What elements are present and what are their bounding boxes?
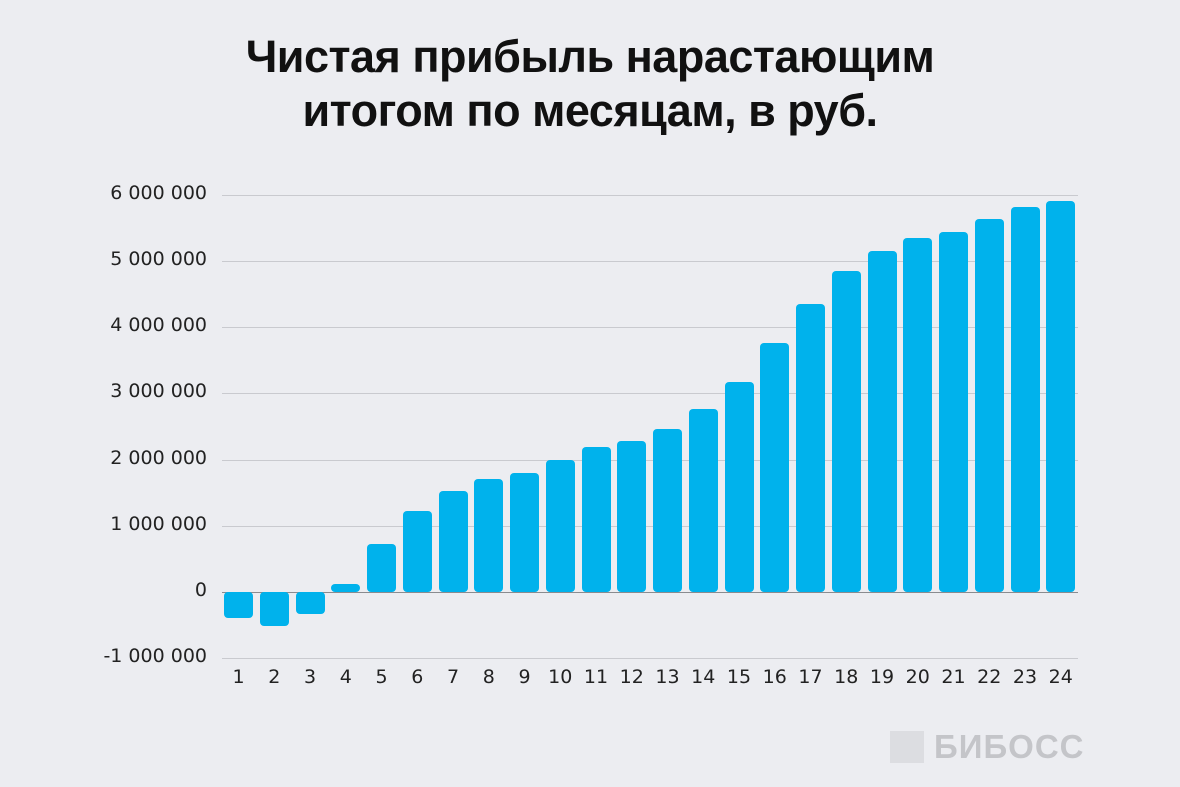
x-tick-label: 15 bbox=[726, 666, 752, 688]
bar-month-2 bbox=[259, 592, 289, 626]
x-tick-label: 10 bbox=[548, 666, 573, 688]
x-tick-label: 12 bbox=[619, 666, 644, 688]
y-tick-label: 4 000 000 bbox=[110, 314, 207, 336]
x-tick-label: 1 bbox=[232, 666, 245, 688]
x-tick-label: 11 bbox=[583, 666, 609, 688]
bar-month-1 bbox=[224, 592, 253, 618]
chart-title-line2: итогом по месяцам, в руб. bbox=[302, 85, 878, 136]
x-tick-label: 16 bbox=[762, 666, 787, 688]
bar-month-4 bbox=[331, 584, 361, 592]
y-tick-label: 0 bbox=[194, 579, 207, 601]
bar-month-13 bbox=[653, 429, 682, 592]
x-tick-label: 18 bbox=[834, 666, 859, 688]
bar-month-14 bbox=[688, 409, 718, 592]
gridline bbox=[222, 195, 1078, 196]
bar-month-11 bbox=[581, 447, 611, 592]
bar-month-17 bbox=[796, 304, 825, 592]
x-tick-label: 20 bbox=[905, 666, 930, 688]
zero-baseline bbox=[222, 592, 1078, 593]
x-tick-label: 7 bbox=[446, 666, 460, 688]
logo-square-icon bbox=[890, 731, 924, 763]
gridline bbox=[222, 261, 1078, 262]
bar-month-16 bbox=[760, 343, 790, 592]
bar-month-9 bbox=[510, 472, 539, 592]
bar-month-22 bbox=[974, 218, 1004, 592]
chart-title: Чистая прибыль нарастающим итогом по мес… bbox=[0, 30, 1180, 138]
bar-month-6 bbox=[402, 511, 432, 592]
chart-title-line1: Чистая прибыль нарастающим bbox=[245, 31, 935, 82]
gridline bbox=[222, 327, 1078, 328]
bar-month-21 bbox=[939, 231, 968, 592]
bar-month-24 bbox=[1046, 200, 1076, 592]
x-tick-label: 4 bbox=[339, 666, 352, 688]
gridline bbox=[222, 526, 1078, 527]
x-tick-label: 14 bbox=[691, 666, 716, 688]
x-tick-label: 24 bbox=[1048, 666, 1073, 688]
bar-month-5 bbox=[367, 543, 396, 592]
bar-month-7 bbox=[438, 491, 468, 592]
x-tick-label: 9 bbox=[518, 666, 531, 688]
gridline bbox=[222, 460, 1078, 461]
logo-text: БИБОСС bbox=[934, 728, 1085, 765]
x-tick-label: 3 bbox=[303, 666, 317, 688]
x-tick-label: 8 bbox=[482, 666, 495, 688]
x-tick-label: 6 bbox=[411, 666, 424, 688]
bar-month-15 bbox=[724, 382, 754, 592]
brand-logo: БИБОСС bbox=[890, 728, 1085, 766]
x-tick-label: 17 bbox=[798, 666, 823, 688]
x-tick-label: 13 bbox=[655, 666, 680, 688]
bar-month-18 bbox=[831, 270, 861, 592]
y-tick-label: 1 000 000 bbox=[110, 513, 207, 535]
bar-month-3 bbox=[295, 592, 325, 614]
bar-month-12 bbox=[617, 441, 647, 592]
y-tick-label: 3 000 000 bbox=[110, 380, 207, 402]
bar-month-10 bbox=[545, 459, 575, 592]
bar-month-23 bbox=[1010, 206, 1040, 592]
x-tick-label: 22 bbox=[977, 666, 1002, 688]
x-tick-label: 21 bbox=[941, 666, 966, 688]
y-tick-label: 5 000 000 bbox=[110, 248, 207, 270]
x-tick-label: 5 bbox=[375, 666, 388, 688]
y-tick-label: 2 000 000 bbox=[110, 447, 207, 469]
y-tick-label: 6 000 000 bbox=[110, 182, 207, 204]
x-tick-label: 2 bbox=[268, 666, 281, 688]
y-tick-label: -1 000 000 bbox=[103, 645, 207, 667]
bar-month-20 bbox=[903, 237, 933, 592]
bar-month-19 bbox=[867, 251, 897, 592]
gridline bbox=[222, 658, 1078, 659]
gridline bbox=[222, 393, 1078, 394]
bar-month-8 bbox=[474, 478, 504, 592]
x-tick-label: 23 bbox=[1012, 666, 1038, 688]
x-tick-label: 19 bbox=[869, 666, 895, 688]
